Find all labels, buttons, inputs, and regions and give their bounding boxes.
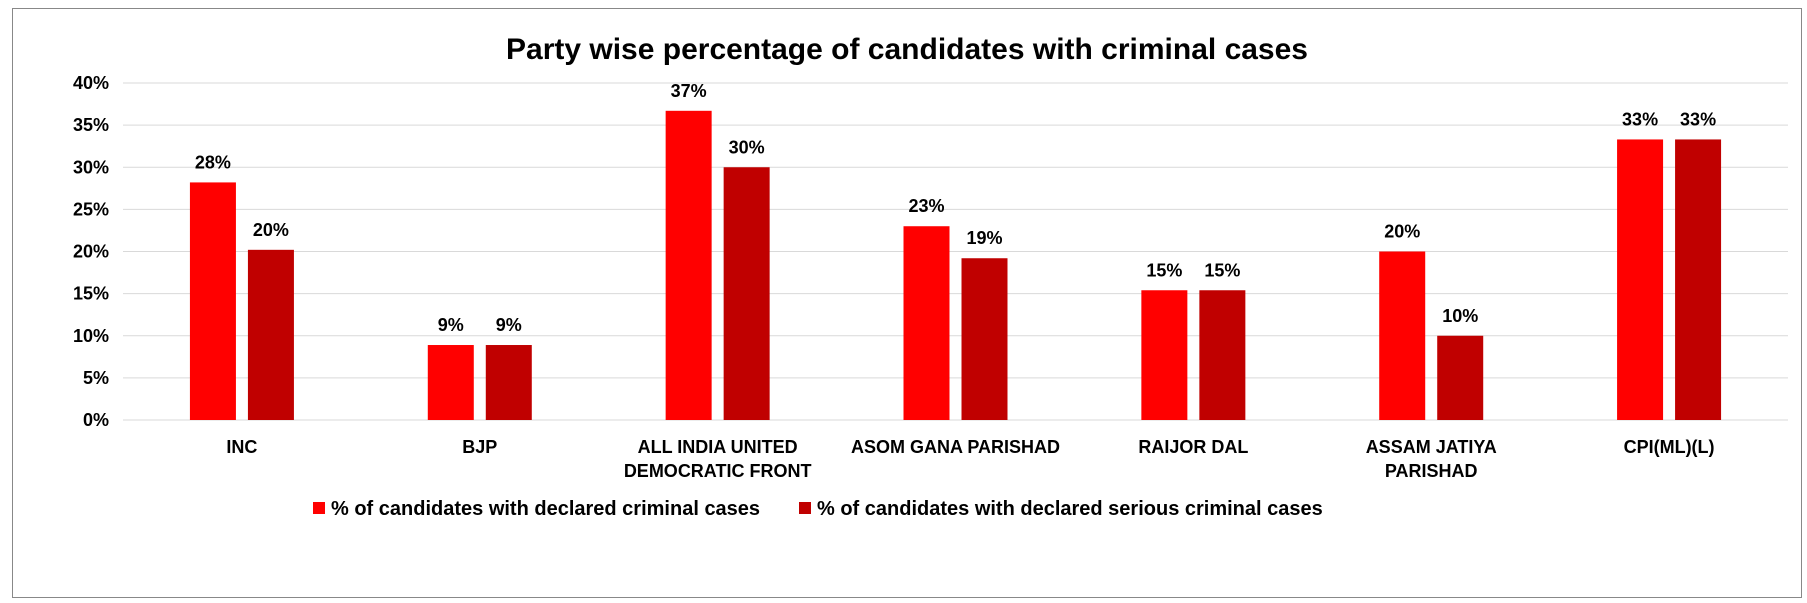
bar [1379, 251, 1426, 420]
chart-title: Party wise percentage of candidates with… [506, 33, 1308, 66]
legend-swatch [313, 502, 325, 514]
y-tick-label: 25% [73, 199, 109, 219]
y-tick-label: 10% [73, 326, 109, 346]
y-tick-label: 20% [73, 242, 109, 262]
x-axis-ticks: INC BJP ALL INDIA UNITED DEMOCRATIC FRONT AS… [226, 437, 1714, 481]
data-label: 9% [496, 315, 522, 335]
x-tick-label: ALL INDIA UNITED [638, 437, 798, 457]
chart-frame: Party wise percentage of candidates with… [12, 8, 1802, 598]
x-tick-label: PARISHAD [1385, 461, 1478, 481]
data-label: 30% [729, 137, 765, 157]
bar [903, 226, 950, 420]
bar-chart: Party wise percentage of candidates with… [73, 33, 1788, 520]
data-label: 19% [966, 228, 1002, 248]
x-tick-label: INC [226, 437, 257, 457]
data-label: 20% [1384, 222, 1420, 242]
y-tick-label: 30% [73, 157, 109, 177]
data-label: 15% [1146, 260, 1182, 280]
legend-swatch [799, 502, 811, 514]
legend: % of candidates with declared criminal c… [313, 498, 1323, 520]
bar [723, 167, 770, 420]
y-tick-label: 0% [83, 410, 109, 430]
bar [1199, 290, 1246, 420]
y-tick-label: 15% [73, 284, 109, 304]
bar [1141, 290, 1188, 420]
x-tick-label: BJP [462, 437, 497, 457]
bar [1675, 139, 1722, 420]
legend-label: % of candidates with declared serious cr… [817, 498, 1323, 520]
data-label: 20% [253, 220, 289, 240]
data-labels: 28% 20% 9% 9% 37% 30% 23% 19% 15% 15% 20% 10% 33% 33% [195, 81, 1716, 335]
bar [665, 110, 712, 421]
y-tick-label: 5% [83, 368, 109, 388]
bar [247, 249, 294, 420]
x-tick-label: DEMOCRATIC FRONT [624, 461, 812, 481]
data-label: 15% [1204, 260, 1240, 280]
bar [427, 345, 474, 420]
x-tick-label: RAIJOR DAL [1138, 437, 1248, 457]
data-label: 9% [438, 315, 464, 335]
bar [189, 182, 236, 420]
bar [961, 258, 1008, 420]
data-label: 33% [1622, 109, 1658, 129]
y-tick-label: 35% [73, 115, 109, 135]
y-tick-label: 40% [73, 73, 109, 93]
bar [1617, 139, 1664, 420]
data-label: 37% [671, 81, 707, 101]
data-label: 10% [1442, 306, 1478, 326]
x-tick-label: ASSAM JATIYA [1366, 437, 1497, 457]
gridlines [123, 82, 1788, 421]
x-tick-label: ASOM GANA PARISHAD [851, 437, 1060, 457]
data-label: 23% [908, 196, 944, 216]
bar [485, 345, 532, 420]
data-label: 33% [1680, 109, 1716, 129]
bar [1437, 335, 1484, 420]
bars [189, 110, 1722, 421]
legend-label: % of candidates with declared criminal c… [331, 498, 760, 520]
data-label: 28% [195, 152, 231, 172]
y-axis-ticks: 0% 5% 10% 15% 20% 25% 30% 35% 40% [73, 73, 109, 430]
x-tick-label: CPI(ML)(L) [1624, 437, 1715, 457]
